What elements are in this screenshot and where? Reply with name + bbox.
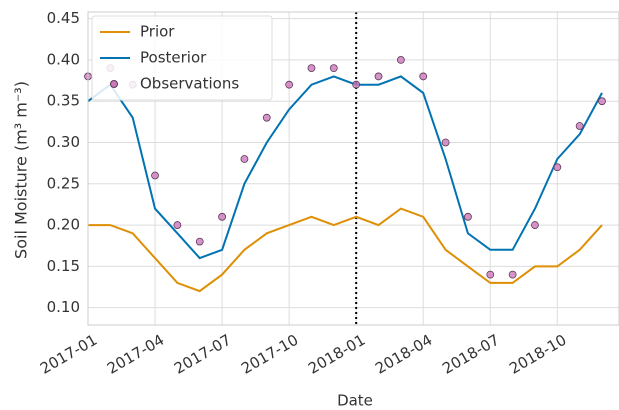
observation-point: [151, 171, 159, 180]
observation-point: [508, 270, 517, 279]
x-axis-label: Date: [337, 392, 373, 410]
y-tick-label: 0.10: [47, 298, 80, 316]
observation-point: [486, 270, 495, 279]
observation-point: [441, 138, 450, 147]
x-tick-label: 2018-07: [439, 331, 502, 378]
y-tick-label: 0.35: [47, 92, 80, 110]
y-tick-label: 0.45: [47, 9, 80, 27]
y-axis-label: Soil Moisture (m³ m⁻³): [12, 81, 31, 259]
observation-point: [218, 212, 226, 221]
y-tick-label: 0.30: [47, 133, 80, 151]
observation-point: [262, 113, 271, 122]
x-tick-label: 2017-10: [238, 331, 301, 378]
observation-point: [195, 237, 204, 246]
observation-point: [307, 64, 316, 73]
series-line: [87, 75, 603, 260]
x-tick-label: 2018-04: [372, 331, 435, 378]
series-line: [88, 207, 603, 293]
x-tick-label: 2017-01: [37, 331, 100, 378]
observation-point: [598, 97, 606, 106]
observation-point: [240, 155, 249, 163]
observation-point: [285, 80, 294, 89]
y-tick-label: 0.25: [47, 174, 80, 192]
legend-swatch: [110, 80, 118, 88]
observation-point: [464, 212, 472, 221]
legend-label: Posterior: [140, 49, 207, 67]
plot-frame: [87, 11, 619, 326]
observation-point: [374, 72, 383, 81]
y-tick-label: 0.20: [47, 216, 80, 234]
x-tick-label: 2017-04: [104, 331, 167, 378]
observation-point: [419, 72, 428, 81]
observation-point: [329, 64, 338, 73]
observation-point: [396, 55, 405, 64]
legend: Prior Posterior Observations: [91, 15, 273, 101]
y-tick-label: 0.40: [47, 50, 80, 68]
y-tick-label: 0.15: [47, 257, 80, 275]
observation-point: [352, 80, 361, 89]
observation-point: [531, 221, 539, 229]
x-tick-label: 2018-01: [305, 331, 368, 378]
legend-label: Observations: [140, 75, 239, 93]
observation-point: [575, 122, 584, 130]
x-tick-label: 2017-07: [171, 331, 234, 378]
observation-point: [173, 221, 182, 229]
legend-box: [91, 15, 273, 101]
observation-point: [553, 163, 562, 172]
legend-label: Prior: [140, 23, 175, 41]
x-tick-label: 2018-10: [506, 331, 569, 378]
